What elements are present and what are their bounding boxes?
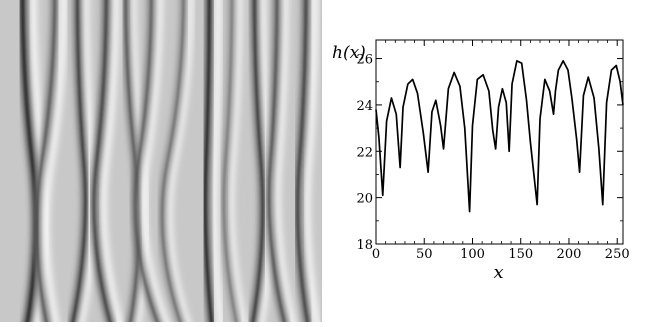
series-line-0: [375, 60, 624, 213]
y-tick-label-4: 26: [356, 53, 373, 68]
light-ridge-1: [41, 0, 68, 327]
plot-border: [375, 39, 624, 245]
stripe-crease-7: [204, 0, 213, 327]
series-group: [375, 60, 624, 213]
stripe-crease-0: [21, 0, 37, 327]
y-tick-label-0: 18: [356, 238, 373, 253]
light-ridge-6: [166, 0, 194, 327]
stripe-crease-6: [161, 0, 185, 327]
light-ridge-8: [227, 0, 248, 327]
height-field-svg: [0, 0, 322, 327]
light-ridge-7: [210, 0, 225, 327]
x-tick-label-1: 50: [416, 247, 433, 262]
plot-frame: [375, 39, 624, 245]
pattern-stripes: [19, 0, 322, 327]
y-axis-label: h(x): [332, 43, 366, 63]
y-tick-label-3: 24: [356, 99, 373, 114]
x-tick-label-2: 100: [460, 247, 485, 262]
x-axis-ticks: 0 50 100 150 200 250: [372, 40, 630, 262]
stripe-crease-8: [223, 0, 238, 327]
y-tick-label-1: 20: [356, 192, 373, 207]
height-field-image: [0, 0, 322, 327]
light-ridge-3: [99, 0, 125, 327]
x-axis-label: x: [494, 262, 504, 283]
stripe-crease-5: [134, 0, 160, 327]
stripe-crease-4: [124, 0, 140, 327]
x-tick-label-3: 150: [508, 247, 533, 262]
stripe-crease-3: [93, 0, 113, 327]
line-plot: 0 50 100 150 200 250 18 20 22 24 26 h(x) x: [330, 0, 658, 322]
y-tick-label-2: 22: [356, 145, 373, 160]
light-ridge-2: [76, 0, 97, 327]
y-axis-ticks: 18 20 22 24 26: [356, 53, 623, 253]
stripe-crease-10: [268, 0, 287, 327]
x-tick-label-0: 0: [372, 247, 380, 262]
stripe-crease-11: [296, 0, 310, 327]
x-tick-label-4: 200: [557, 247, 582, 262]
light-ridge-5: [139, 0, 171, 327]
stripe-crease-1: [35, 0, 56, 327]
stripe-crease-2: [71, 0, 87, 327]
light-ridge-11: [302, 0, 322, 327]
stripe-crease-9: [251, 0, 264, 327]
line-plot-svg: 0 50 100 150 200 250 18 20 22 24 26 h(x) x: [332, 39, 630, 283]
x-tick-label-5: 250: [605, 247, 630, 262]
light-ridge-10: [273, 0, 298, 327]
